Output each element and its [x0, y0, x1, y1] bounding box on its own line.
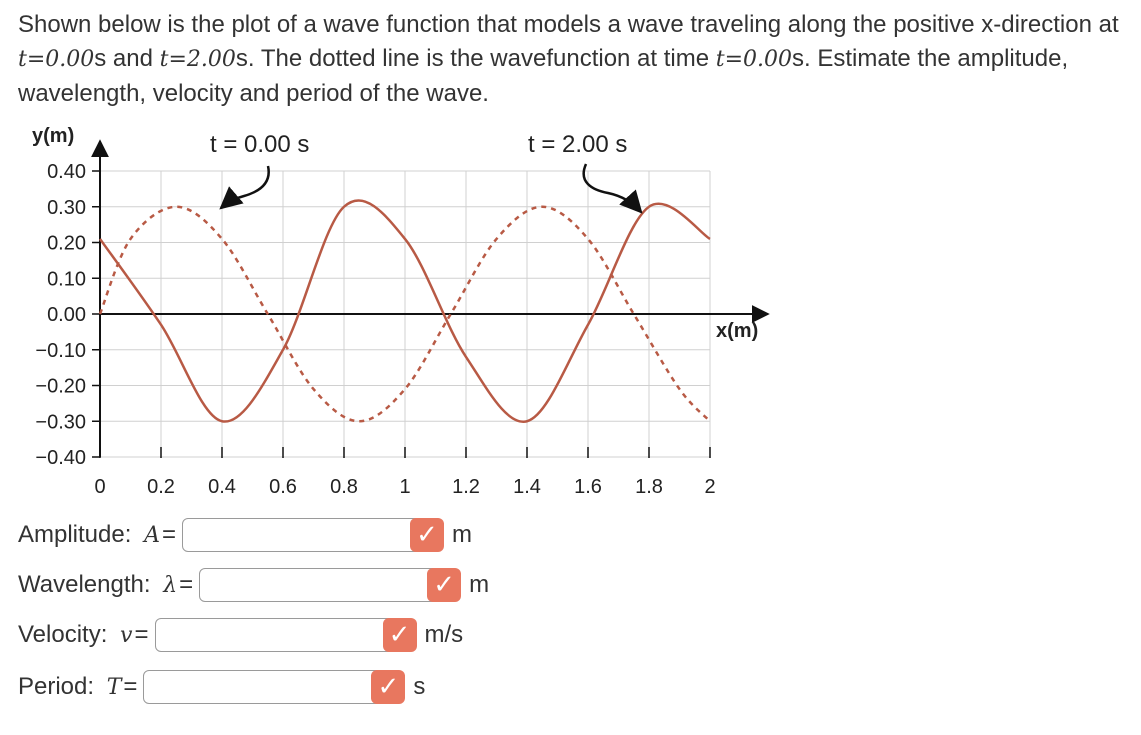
- check-icon[interactable]: ✓: [409, 518, 444, 552]
- period-label: Period:: [18, 673, 101, 700]
- check-icon[interactable]: ✓: [382, 618, 417, 652]
- velocity-unit: m/s: [424, 621, 464, 648]
- time-value-3: =0.00: [724, 47, 793, 72]
- period-row: Period: T = ✓ s: [18, 669, 425, 705]
- question-text: Shown below is the plot of a wave functi…: [18, 8, 1128, 111]
- axes: 0.400.300.200.100.00−0.10−0.20−0.30−0.40…: [35, 139, 770, 498]
- amplitude-symbol: A: [144, 522, 160, 548]
- wave-chart: 0.400.300.200.100.00−0.10−0.20−0.30−0.40…: [32, 125, 770, 498]
- velocity-symbol: v: [120, 622, 133, 648]
- x-tick-label: 0: [94, 476, 105, 498]
- x-tick-label: 0.2: [147, 476, 175, 498]
- velocity-label: Velocity:: [18, 621, 115, 648]
- x-tick-label: 1.4: [513, 476, 541, 498]
- check-icon[interactable]: ✓: [371, 670, 406, 704]
- time-symbol: t: [18, 47, 27, 72]
- series-t0-dashed: [98, 205, 711, 423]
- amplitude-label: Amplitude:: [18, 521, 139, 548]
- y-tick-label: −0.30: [35, 411, 86, 433]
- x-tick-label: 1: [399, 476, 410, 498]
- time-symbol: t: [159, 47, 169, 72]
- x-tick-label: 1.2: [452, 476, 480, 498]
- x-tick-label: 0.6: [269, 476, 297, 498]
- question-part-1: Shown below is the plot of a wave functi…: [18, 11, 1119, 38]
- question-part-3: s. The dotted line is the wavefunction a…: [235, 45, 716, 72]
- y-tick-label: 0.10: [47, 268, 86, 290]
- x-tick-label: 1.8: [635, 476, 663, 498]
- amplitude-row: Amplitude: A = ✓ m: [18, 517, 472, 553]
- x-axis-label: x(m): [716, 320, 758, 342]
- x-tick-label: 0.8: [330, 476, 358, 498]
- annotation-arrow-t2: [582, 163, 643, 214]
- wavelength-input[interactable]: [199, 568, 440, 602]
- equals-sign: =: [179, 571, 194, 598]
- equals-sign: =: [161, 521, 176, 548]
- equals-sign: =: [123, 673, 138, 700]
- y-tick-label: −0.40: [35, 447, 86, 469]
- y-axis-label: y(m): [32, 125, 74, 147]
- y-tick-label: 0.00: [47, 304, 86, 326]
- wavelength-symbol: λ: [163, 572, 178, 598]
- x-tick-label: 2: [704, 476, 715, 498]
- y-tick-label: 0.20: [47, 233, 86, 255]
- question-part-2: s and: [94, 45, 160, 72]
- wavelength-row: Wavelength: λ = ✓ m: [18, 567, 489, 603]
- annotation-t2: t = 2.00 s: [528, 131, 627, 158]
- x-tick-label: 0.4: [208, 476, 236, 498]
- period-symbol: T: [106, 674, 122, 700]
- period-input[interactable]: [143, 670, 384, 704]
- check-icon[interactable]: ✓: [427, 568, 462, 602]
- period-unit: s: [413, 673, 426, 700]
- amplitude-unit: m: [451, 521, 472, 548]
- question-part-4: s. Estimate the amplitude, wavelength, v…: [18, 45, 1069, 107]
- y-tick-label: −0.20: [35, 376, 86, 398]
- time-value-1: =0.00: [26, 47, 95, 72]
- y-tick-label: 0.30: [47, 197, 86, 219]
- time-symbol: t: [715, 47, 725, 72]
- y-tick-label: 0.40: [47, 161, 86, 183]
- amplitude-input[interactable]: [181, 518, 422, 552]
- annotation-t0: t = 0.00 s: [210, 131, 309, 158]
- x-tick-label: 1.6: [574, 476, 602, 498]
- equals-sign: =: [134, 621, 149, 648]
- velocity-input[interactable]: [154, 618, 395, 652]
- series-group: [98, 199, 711, 423]
- series-t2-solid: [98, 199, 711, 423]
- time-value-2: =2.00: [168, 47, 236, 72]
- velocity-row: Velocity: v = ✓ m/s: [18, 617, 463, 653]
- wavelength-unit: m: [469, 571, 490, 598]
- y-tick-label: −0.10: [35, 340, 86, 362]
- wavelength-label: Wavelength:: [18, 571, 158, 598]
- annotation-arrow-t0: [219, 165, 270, 210]
